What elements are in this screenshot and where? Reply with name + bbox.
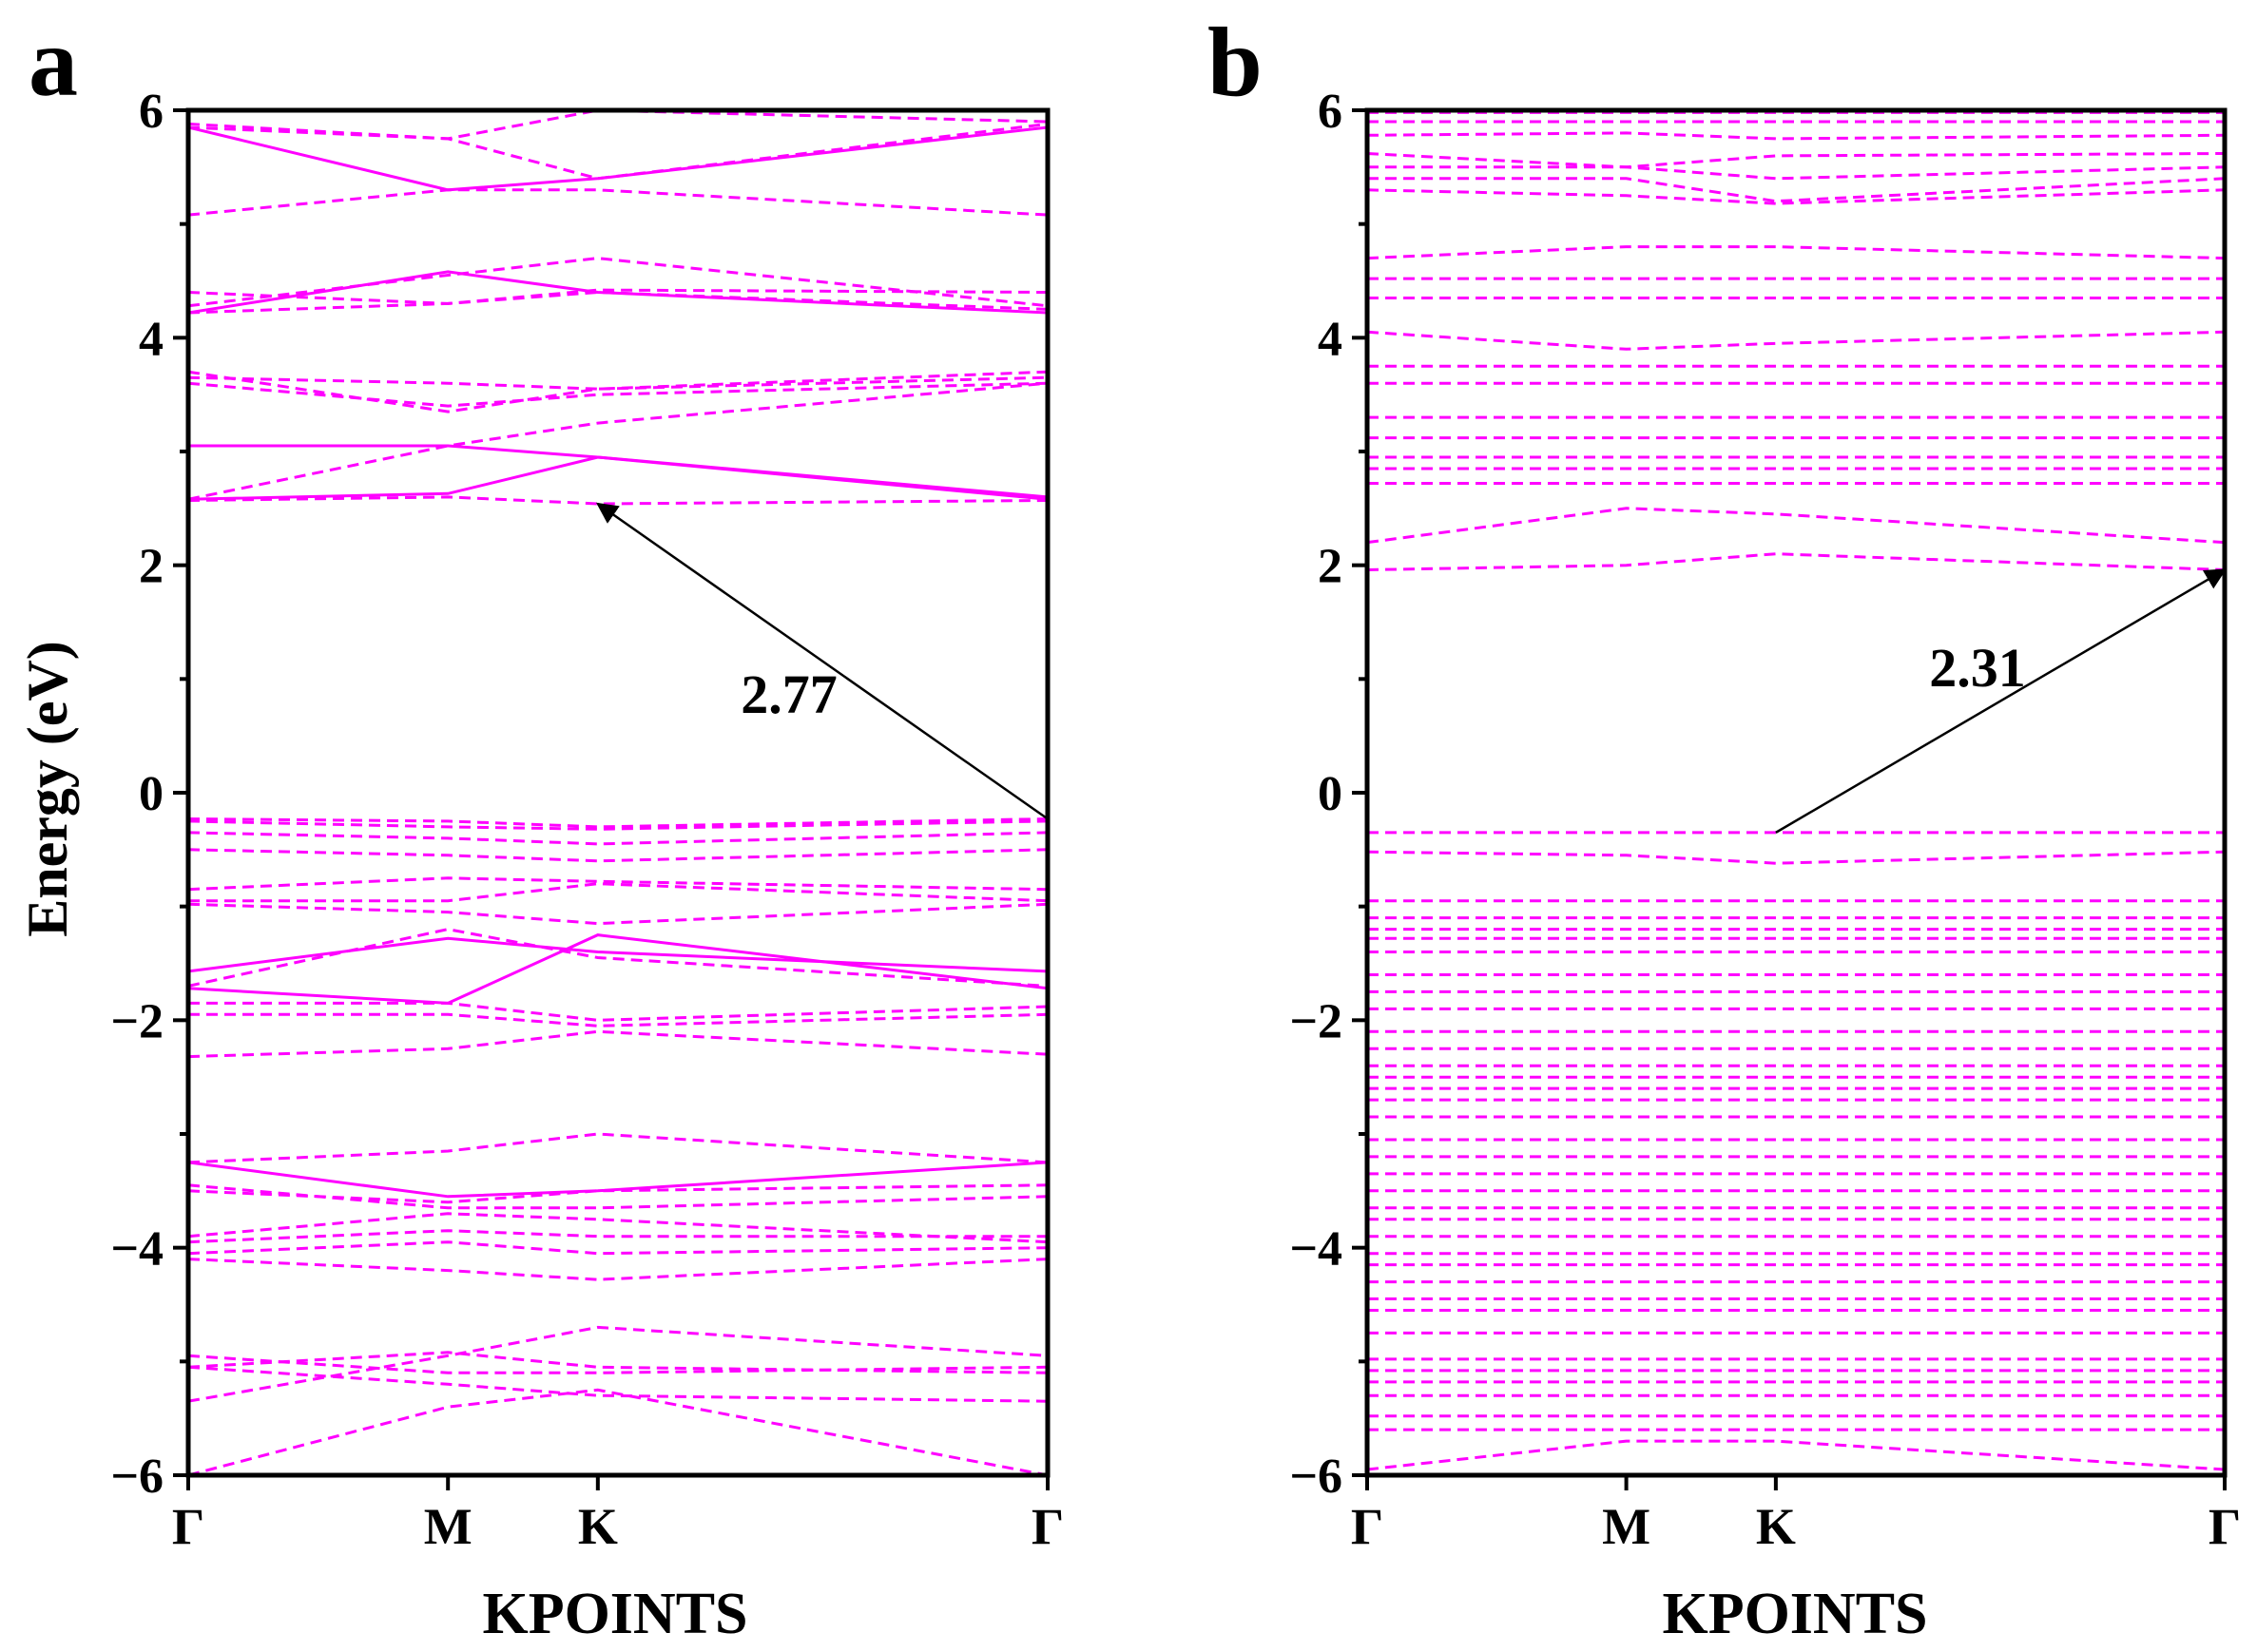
x-axis-label-a: KPOINTS <box>482 1582 747 1646</box>
panel-label-b: b <box>1207 8 1263 117</box>
band-line-b-51 <box>1367 177 2225 203</box>
plot-frame-a <box>185 107 1051 1478</box>
band-line-a-36 <box>188 288 1048 305</box>
panel-label-a: a <box>29 8 78 117</box>
gap-arrow-b <box>1775 568 2227 834</box>
band-line-a-29 <box>188 444 1048 499</box>
x-tick-label-b-0: Γ <box>1351 1498 1383 1555</box>
band-line-a-15 <box>188 1001 1048 1022</box>
band-line-a-12 <box>188 1161 1048 1199</box>
gap-annotation-b: 2.31 <box>1929 637 2026 699</box>
band-line-a-39 <box>188 122 1048 181</box>
band-line-a-13 <box>188 1029 1048 1059</box>
band-line-a-24 <box>188 819 1048 831</box>
y-tick-label-b-5: 4 <box>1318 312 1342 366</box>
band-line-a-18 <box>188 936 1048 973</box>
band-line-a-32 <box>188 370 1048 413</box>
plot-area-b: −6 −4 −2 0 2 4 6 Γ M K Γ <box>1289 85 2241 1555</box>
band-line-a-6 <box>188 1240 1048 1256</box>
band-line-a-7 <box>188 1229 1048 1244</box>
band-line-b-54 <box>1367 131 2225 141</box>
y-tick-label-b-4: 2 <box>1318 540 1342 594</box>
band-line-b-52 <box>1367 165 2225 181</box>
y-tick-label-a-0: −6 <box>110 1450 164 1504</box>
band-line-a-22 <box>188 848 1048 863</box>
x-tick-label-b-2: K <box>1756 1498 1796 1555</box>
y-tick-label-b-0: −6 <box>1289 1450 1342 1504</box>
band-line-a-5 <box>188 1258 1048 1281</box>
panel-b: b KPOINTS −6 −4 −2 0 2 4 6 Γ M K Γ 2.31 <box>1207 8 2241 1646</box>
band-line-a-25 <box>188 817 1048 829</box>
bands-b <box>1367 110 2225 1471</box>
y-tick-label-b-3: 0 <box>1318 767 1342 821</box>
band-line-a-35 <box>188 270 1048 315</box>
band-line-b-46 <box>1367 330 2225 351</box>
band-line-b-38 <box>1367 507 2225 545</box>
y-tick-label-a-3: 0 <box>139 767 164 821</box>
y-tick-label-a-1: −4 <box>110 1222 164 1277</box>
band-line-b-49 <box>1367 245 2225 260</box>
y-tick-label-a-6: 6 <box>139 85 164 139</box>
x-tick-label-a-0: Γ <box>172 1498 204 1555</box>
band-line-a-30 <box>188 381 1048 408</box>
band-line-a-34 <box>188 257 1048 308</box>
band-line-a-3 <box>188 1354 1048 1374</box>
band-line-a-28 <box>188 381 1048 501</box>
band-line-a-19 <box>188 902 1048 926</box>
band-line-b-50 <box>1367 188 2225 205</box>
band-line-a-11 <box>188 1132 1048 1164</box>
band-line-a-27 <box>188 455 1048 501</box>
x-axis-label-b: KPOINTS <box>1662 1582 1927 1646</box>
y-tick-label-b-2: −2 <box>1289 994 1342 1048</box>
band-line-a-1 <box>188 1325 1048 1403</box>
panel-a: a Energy (eV) KPOINTS −6 −4 −2 0 2 4 6 Γ M K Γ 2.7… <box>16 8 1064 1646</box>
band-line-a-31 <box>188 370 1048 391</box>
band-line-a-23 <box>188 831 1048 846</box>
x-tick-label-b-1: M <box>1602 1498 1650 1555</box>
band-line-a-37 <box>188 188 1048 217</box>
y-tick-label-a-5: 4 <box>139 312 164 366</box>
band-line-b-35 <box>1367 850 2225 865</box>
gap-annotation-a: 2.77 <box>741 663 838 725</box>
band-line-a-33 <box>188 290 1048 315</box>
y-tick-label-b-1: −4 <box>1289 1222 1342 1277</box>
x-tick-label-a-1: M <box>424 1498 473 1555</box>
plot-frame-b <box>1364 107 2228 1478</box>
band-line-a-4 <box>188 1365 1048 1403</box>
x-tick-label-a-2: K <box>578 1498 618 1555</box>
y-tick-label-a-2: −2 <box>110 994 164 1048</box>
band-line-a-8 <box>188 1212 1048 1244</box>
plot-area-a: −6 −4 −2 0 2 4 6 Γ M K Γ <box>110 85 1064 1555</box>
gap-arrow-a <box>595 502 1049 820</box>
x-tick-label-a-3: Γ <box>1032 1498 1064 1555</box>
band-line-a-16 <box>188 933 1048 1005</box>
y-tick-label-b-6: 6 <box>1318 85 1342 139</box>
band-line-a-0 <box>188 1388 1048 1475</box>
band-line-a-10 <box>188 1183 1048 1210</box>
band-line-a-17 <box>188 928 1048 988</box>
band-line-b-53 <box>1367 152 2225 169</box>
y-tick-label-a-4: 2 <box>139 540 164 594</box>
band-line-a-20 <box>188 882 1048 903</box>
band-line-a-26 <box>188 495 1048 506</box>
band-line-a-38 <box>188 125 1048 192</box>
x-tick-label-b-3: Γ <box>2209 1498 2241 1555</box>
band-line-a-21 <box>188 876 1048 892</box>
band-line-b-37 <box>1367 552 2225 571</box>
bands-a <box>188 110 1048 1475</box>
band-line-a-14 <box>188 1012 1048 1028</box>
band-line-a-40 <box>188 110 1048 141</box>
band-line-b-0 <box>1367 1439 2225 1471</box>
y-axis-label: Energy (eV) <box>16 641 79 937</box>
